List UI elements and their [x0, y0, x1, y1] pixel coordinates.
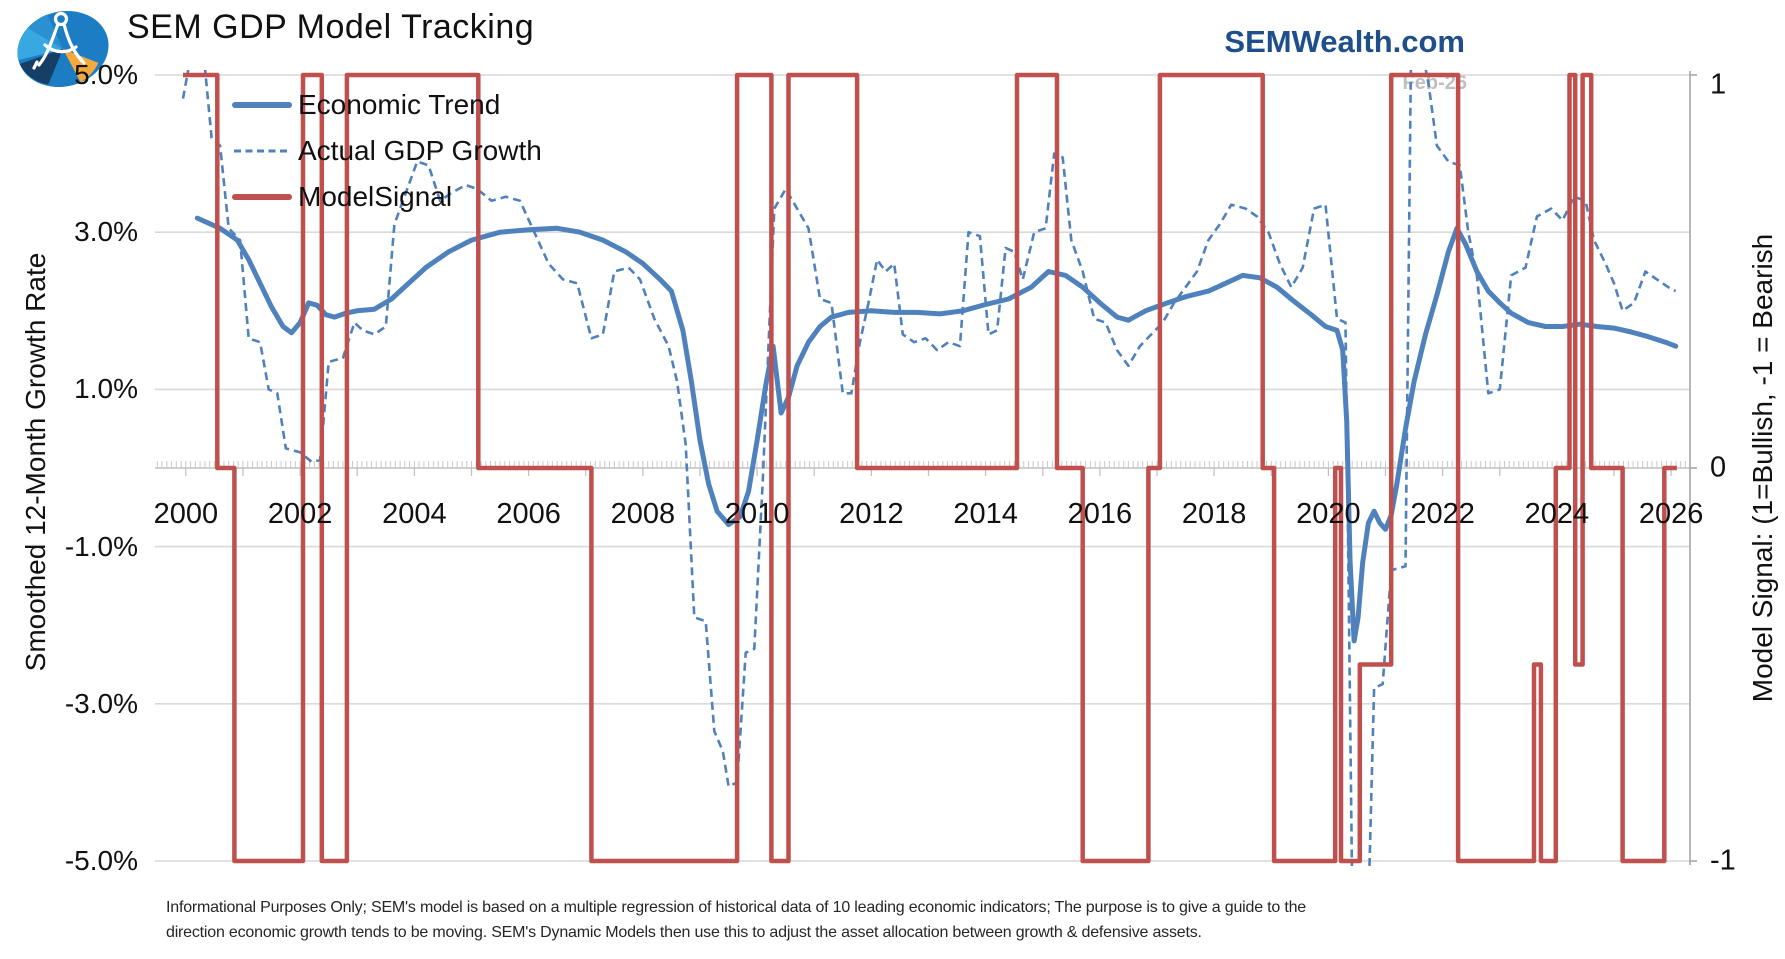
- legend-item-economic-trend[interactable]: Economic Trend: [232, 88, 500, 122]
- x-axis-tick-label: 2008: [610, 498, 676, 530]
- legend-label: Actual GDP Growth: [298, 135, 542, 166]
- x-axis-tick-label: 2020: [1296, 498, 1361, 530]
- x-axis-tick-label: 2000: [153, 498, 219, 530]
- legend-label: Economic Trend: [298, 89, 501, 120]
- page-title: SEM GDP Model Tracking: [127, 8, 535, 46]
- right-axis-tick-label: -1: [1710, 844, 1736, 877]
- y-axis-tick-label: 5.0%: [74, 59, 138, 90]
- right-axis-tick-label: 0: [1710, 451, 1727, 484]
- legend-item-actual-gdp-growth[interactable]: Actual GDP Growth: [232, 134, 542, 168]
- legend-item-model-signal[interactable]: ModelSignal: [232, 180, 452, 214]
- x-axis-tick-label: 2016: [1067, 498, 1133, 530]
- x-axis-tick-label: 2022: [1410, 498, 1475, 530]
- x-axis-tick-label: 2010: [724, 498, 790, 530]
- x-axis-tick-label: 2024: [1524, 498, 1590, 530]
- legend-label: ModelSignal: [298, 181, 453, 212]
- left-axis-title: Smoothed 12-Month Growth Rate: [20, 252, 51, 672]
- x-axis-tick-label: 2018: [1181, 498, 1247, 530]
- disclaimer-line-1: Informational Purposes Only; SEM's model…: [166, 899, 1306, 916]
- disclaimer-line-2: direction economic growth tends to be mo…: [166, 924, 1202, 941]
- x-axis-tick-label: 2026: [1638, 498, 1704, 530]
- solid-red-line-icon: [232, 194, 292, 200]
- disclaimer-text: Informational Purposes Only; SEM's model…: [166, 895, 1496, 945]
- right-axis-tick-label: 1: [1710, 68, 1727, 101]
- x-axis-tick-label: 2006: [496, 498, 561, 530]
- x-axis-tick-label: 2004: [382, 498, 447, 530]
- y-axis-tick-label: -3.0%: [64, 687, 138, 719]
- solid-blue-line-icon: [232, 102, 292, 108]
- brand-link[interactable]: SEMWealth.com: [1224, 24, 1465, 59]
- right-axis-title: Model Signal: (1=Bullish, -1 = Bearish: [1747, 233, 1778, 703]
- sem-compass-pie-logo-icon: [17, 10, 109, 88]
- last-point-label: Feb-26: [1402, 72, 1467, 94]
- y-axis-tick-label: 3.0%: [74, 216, 138, 248]
- dashed-blue-line-icon: [234, 149, 290, 153]
- y-axis-tick-label: -1.0%: [64, 530, 138, 562]
- y-axis-tick-label: -5.0%: [64, 845, 138, 876]
- y-axis-tick-label: 1.0%: [74, 373, 138, 405]
- x-axis-tick-label: 2014: [953, 498, 1018, 530]
- x-axis-tick-label: 2002: [267, 498, 333, 530]
- x-axis-tick-label: 2012: [839, 498, 904, 530]
